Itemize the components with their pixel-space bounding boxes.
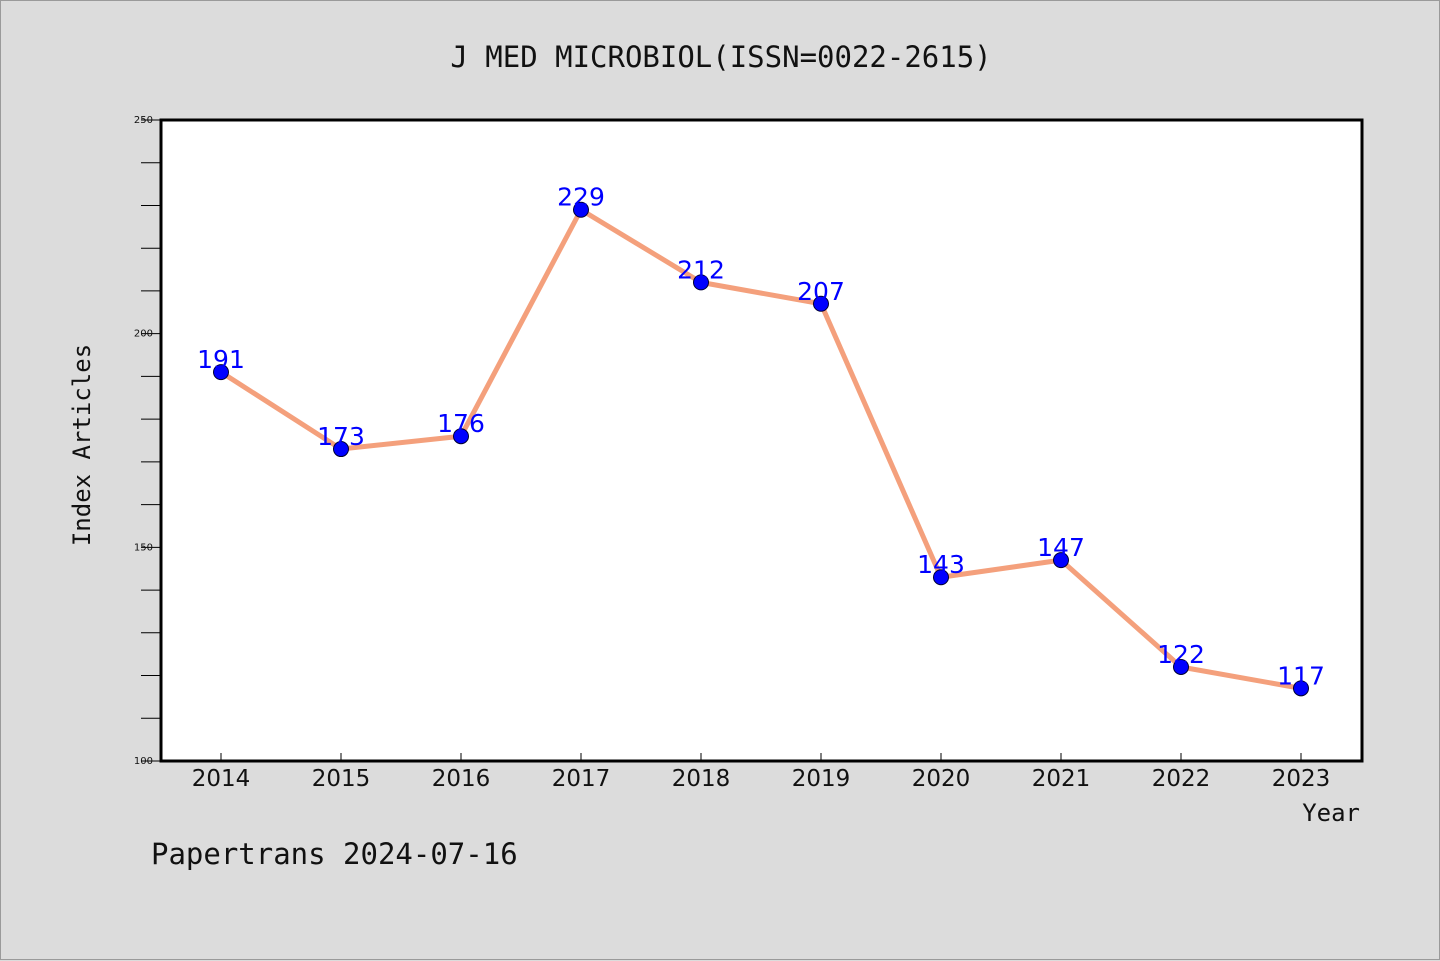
x-axis-label: Year (1302, 799, 1360, 827)
data-point (1053, 552, 1069, 569)
plot-area (159, 118, 1364, 763)
series-layer: 191 173 176 229 212 207 143 147 122 117 (197, 183, 1325, 697)
y-axis-label: Index Articles (68, 344, 96, 546)
data-point (573, 201, 589, 218)
x-tick-label: 2018 (672, 766, 731, 792)
data-point (933, 569, 949, 586)
data-label: 207 (797, 277, 845, 306)
data-label: 143 (917, 550, 965, 579)
data-point (1293, 680, 1309, 697)
x-tick-label: 2023 (1272, 766, 1331, 792)
x-tick-label: 2019 (792, 766, 851, 792)
data-point (1173, 658, 1189, 675)
data-point (813, 295, 829, 312)
data-label: 147 (1037, 533, 1085, 562)
data-label: 173 (317, 422, 365, 451)
data-label: 176 (437, 409, 485, 438)
y-tick-label: 250 (134, 115, 153, 126)
y-tick-label: 200 (134, 329, 153, 340)
y-tick-label: 100 (134, 756, 153, 767)
data-point (693, 274, 709, 291)
footer-credit: Papertrans 2024-07-16 (151, 837, 518, 871)
chart-title: J MED MICROBIOL(ISSN=0022-2615) (450, 40, 991, 74)
x-tick-label: 2014 (192, 766, 251, 792)
data-label: 122 (1157, 640, 1205, 669)
x-tick-label: 2015 (312, 766, 371, 792)
series-line (218, 207, 1304, 691)
data-point (213, 364, 229, 381)
data-label: 191 (197, 345, 245, 374)
x-tick-label: 2016 (432, 766, 491, 792)
x-tick-label: 2022 (1152, 766, 1211, 792)
data-label: 212 (677, 255, 725, 284)
x-tick-label: 2017 (552, 766, 611, 792)
data-label: 117 (1277, 661, 1325, 690)
x-axis: 2014 2015 2016 2017 2018 2019 2020 2021 2022 2023 (192, 753, 1331, 792)
data-point (333, 441, 349, 458)
x-tick-label: 2020 (912, 766, 971, 792)
y-axis: 100 150 200 250 (134, 115, 161, 767)
x-tick-label: 2021 (1032, 766, 1091, 792)
data-point (453, 428, 469, 445)
data-label: 229 (557, 183, 605, 212)
y-tick-label: 150 (134, 542, 153, 553)
